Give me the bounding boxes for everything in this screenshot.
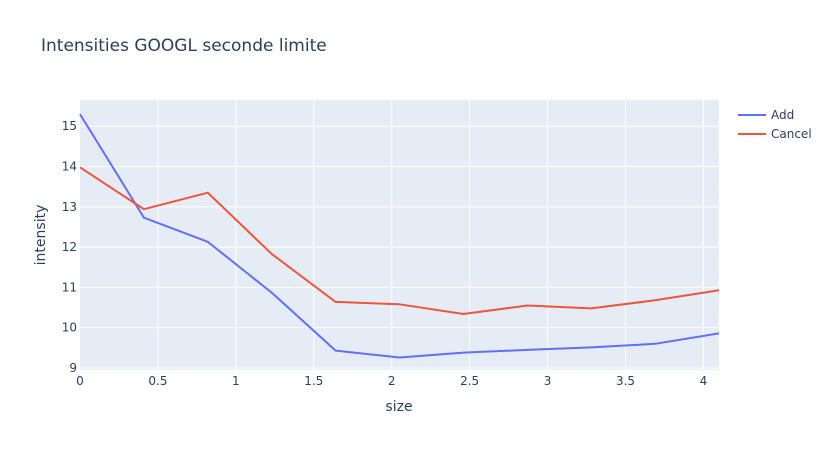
y-axis-ticks: 9 10 11 12 13 14 15 [62,119,77,375]
x-gridlines [157,100,704,370]
y-tick-label: 15 [62,119,77,133]
legend-label: Add [771,108,794,122]
y-tick-label: 11 [62,280,77,294]
legend[interactable]: Add Cancel [738,108,812,141]
x-tick-label: 1.5 [304,374,323,388]
x-axis-title: size [385,399,412,415]
y-gridlines [80,125,719,369]
legend-item-cancel[interactable]: Cancel [738,127,812,141]
y-tick-label: 9 [69,361,77,375]
series-line-add [79,113,720,359]
series-lines [79,113,720,359]
x-tick-label: 2 [388,374,396,388]
plot-area [80,100,719,370]
x-tick-label: 3.5 [616,374,635,388]
y-tick-label: 10 [62,321,77,335]
x-tick-label: 0 [76,374,84,388]
x-tick-label: 3 [544,374,552,388]
x-tick-label: 0.5 [148,374,167,388]
x-axis-ticks: 0 0.5 1 1.5 2 2.5 3 3.5 4 [76,374,707,388]
y-axis-title: intensity [33,205,49,266]
chart-title: Intensities GOOGL seconde limite [41,36,327,56]
series-line-cancel [79,166,720,315]
y-tick-label: 13 [62,200,77,214]
y-tick-label: 12 [62,240,77,254]
y-tick-label: 14 [62,159,77,173]
legend-label: Cancel [771,127,812,141]
x-tick-label: 1 [232,374,240,388]
legend-item-add[interactable]: Add [738,108,794,122]
x-tick-label: 2.5 [460,374,479,388]
x-tick-label: 4 [700,374,708,388]
